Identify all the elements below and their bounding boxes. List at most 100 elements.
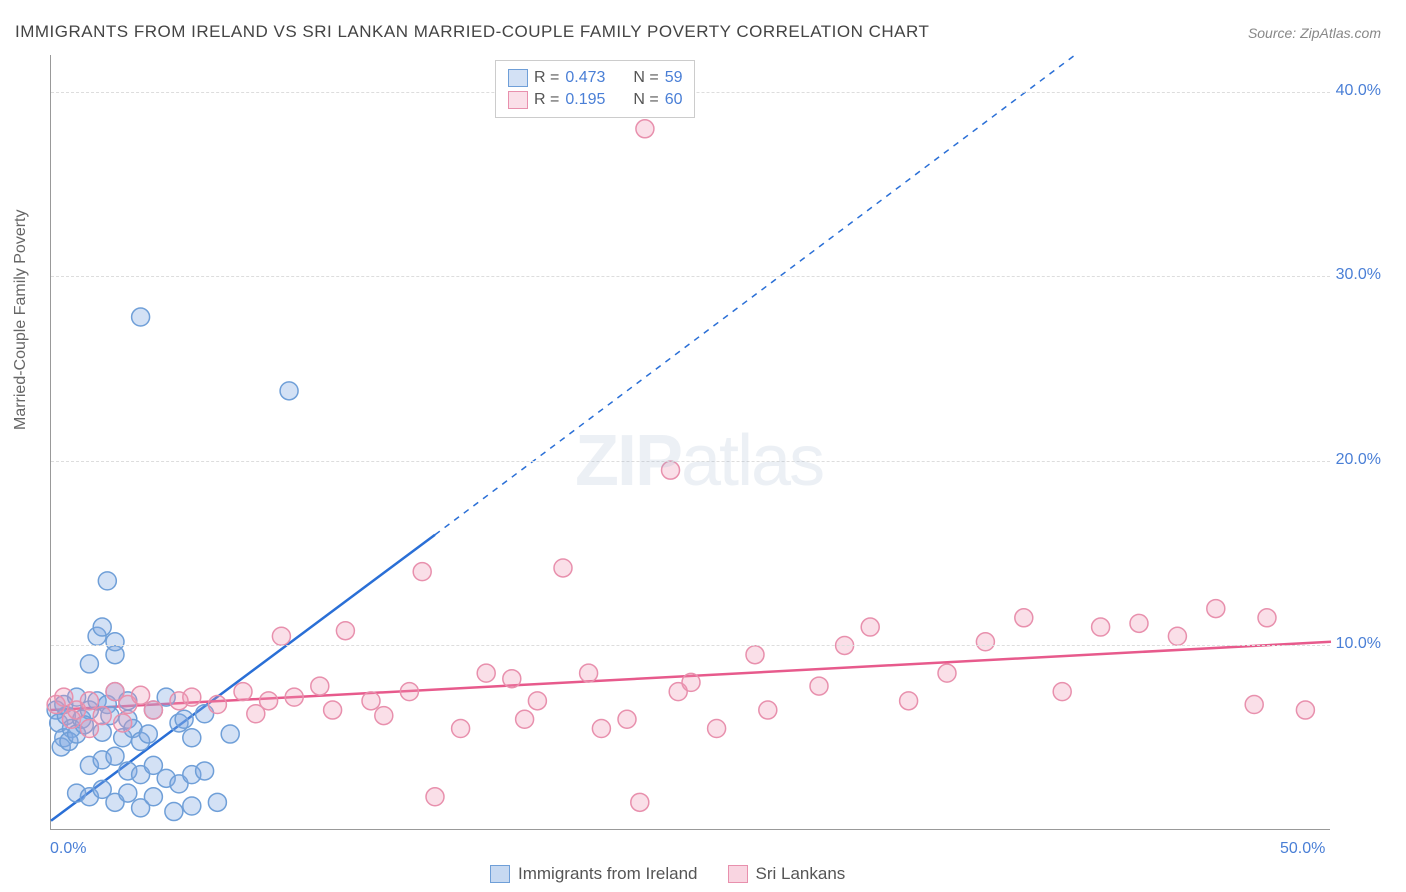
r-value: 0.195	[565, 91, 617, 109]
data-point	[413, 563, 431, 581]
legend-swatch	[490, 865, 510, 883]
data-point	[708, 720, 726, 738]
data-point	[861, 618, 879, 636]
data-point	[114, 714, 132, 732]
plot-area	[50, 55, 1330, 830]
data-point	[285, 688, 303, 706]
data-point	[1015, 609, 1033, 627]
x-tick-label: 0.0%	[50, 840, 86, 858]
legend-swatch	[508, 91, 528, 109]
data-point	[234, 683, 252, 701]
data-point	[636, 120, 654, 138]
data-point	[528, 692, 546, 710]
data-point	[196, 762, 214, 780]
data-point	[400, 683, 418, 701]
data-point	[662, 461, 680, 479]
data-point	[426, 788, 444, 806]
data-point	[80, 655, 98, 673]
regression-line-extrapolated	[435, 55, 1075, 535]
series-legend-label: Sri Lankans	[756, 864, 846, 884]
y-tick-label: 10.0%	[1336, 635, 1381, 653]
series-legend: Immigrants from Ireland Sri Lankans	[490, 864, 845, 884]
data-point	[260, 692, 278, 710]
data-point	[106, 633, 124, 651]
data-point	[631, 793, 649, 811]
data-point	[375, 707, 393, 725]
series-legend-label: Immigrants from Ireland	[518, 864, 698, 884]
data-point	[554, 559, 572, 577]
data-point	[1130, 614, 1148, 632]
data-point	[746, 646, 764, 664]
legend-swatch	[508, 69, 528, 87]
data-point	[976, 633, 994, 651]
data-point	[1245, 696, 1263, 714]
source-value: ZipAtlas.com	[1300, 25, 1381, 41]
data-point	[362, 692, 380, 710]
data-point	[1092, 618, 1110, 636]
data-point	[280, 382, 298, 400]
data-point	[183, 729, 201, 747]
data-point	[183, 797, 201, 815]
data-point	[592, 720, 610, 738]
data-point	[208, 793, 226, 811]
data-point	[1053, 683, 1071, 701]
data-point	[503, 670, 521, 688]
data-point	[477, 664, 495, 682]
data-point	[80, 692, 98, 710]
data-point	[618, 710, 636, 728]
data-point	[516, 710, 534, 728]
legend-swatch	[728, 865, 748, 883]
data-point	[336, 622, 354, 640]
data-point	[311, 677, 329, 695]
data-point	[139, 725, 157, 743]
data-point	[810, 677, 828, 695]
data-point	[175, 710, 193, 728]
n-value: 60	[665, 91, 683, 109]
y-tick-label: 20.0%	[1336, 451, 1381, 469]
n-label: N =	[633, 91, 658, 109]
data-point	[452, 720, 470, 738]
data-point	[132, 308, 150, 326]
data-point	[98, 572, 116, 590]
data-point	[900, 692, 918, 710]
data-point	[221, 725, 239, 743]
data-point	[272, 627, 290, 645]
gridline	[51, 276, 1330, 277]
data-point	[119, 784, 137, 802]
gridline	[51, 645, 1330, 646]
y-tick-label: 40.0%	[1336, 82, 1381, 100]
data-point	[938, 664, 956, 682]
data-point	[1296, 701, 1314, 719]
data-point	[580, 664, 598, 682]
r-label: R =	[534, 91, 559, 109]
chart-title: IMMIGRANTS FROM IRELAND VS SRI LANKAN MA…	[15, 22, 929, 42]
data-point	[1258, 609, 1276, 627]
data-point	[80, 720, 98, 738]
data-point	[759, 701, 777, 719]
x-tick-label: 50.0%	[1280, 840, 1325, 858]
data-point	[682, 673, 700, 691]
data-point	[183, 688, 201, 706]
r-label: R =	[534, 69, 559, 87]
series-legend-item: Immigrants from Ireland	[490, 864, 698, 884]
y-tick-label: 30.0%	[1336, 266, 1381, 284]
data-point	[132, 686, 150, 704]
n-label: N =	[633, 69, 658, 87]
source-label: Source:	[1248, 25, 1296, 41]
r-value: 0.473	[565, 69, 617, 87]
correlation-legend: R = 0.473 N = 59 R = 0.195 N = 60	[495, 60, 695, 118]
data-point	[1168, 627, 1186, 645]
series-legend-item: Sri Lankans	[728, 864, 846, 884]
scatter-svg	[51, 55, 1331, 830]
data-point	[1207, 600, 1225, 618]
gridline	[51, 461, 1330, 462]
legend-row: R = 0.195 N = 60	[508, 89, 682, 111]
data-point	[208, 696, 226, 714]
data-point	[324, 701, 342, 719]
data-point	[165, 803, 183, 821]
data-point	[93, 618, 111, 636]
data-point	[106, 747, 124, 765]
n-value: 59	[665, 69, 683, 87]
data-point	[144, 788, 162, 806]
y-axis-label: Married-Couple Family Poverty	[12, 209, 30, 430]
